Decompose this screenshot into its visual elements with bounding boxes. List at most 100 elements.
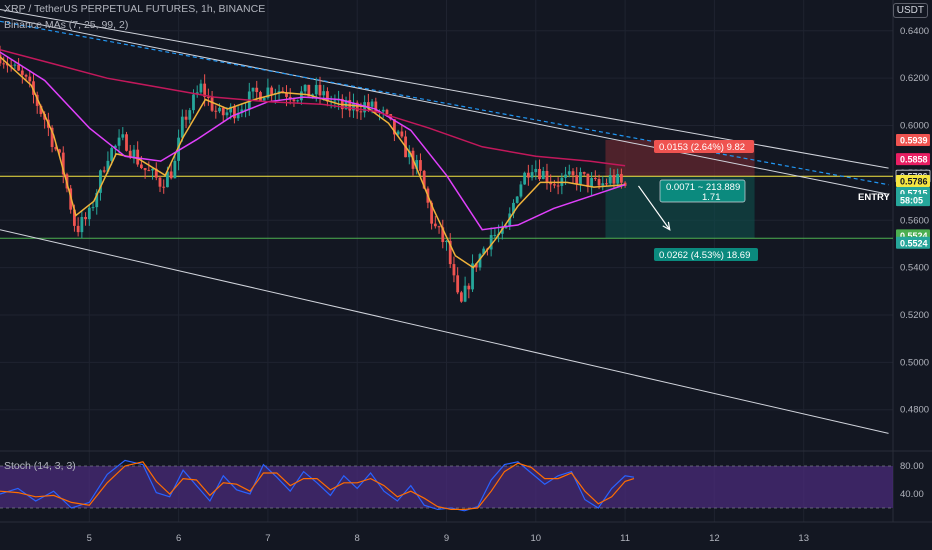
price-tag-label: 0.5858 xyxy=(900,155,928,165)
price-tick-label: 0.6400 xyxy=(900,26,929,37)
candle-body xyxy=(385,109,389,115)
candle-body xyxy=(314,84,318,95)
candle-body xyxy=(39,105,43,114)
candle-body xyxy=(91,207,95,209)
candle-body xyxy=(448,240,452,265)
candle-body xyxy=(32,81,35,95)
candle-body xyxy=(270,87,274,95)
candle-body xyxy=(415,160,419,169)
candle-body xyxy=(482,248,486,255)
price-tag-label: 0.5524 xyxy=(900,231,928,241)
candle-body xyxy=(623,182,627,186)
candle-body xyxy=(545,170,549,183)
position-box-bg xyxy=(659,179,746,203)
candle-body xyxy=(616,174,620,184)
candle-body xyxy=(110,148,114,161)
candle-body xyxy=(125,134,128,151)
candle-body xyxy=(173,160,177,179)
price-tag-label: 0.5939 xyxy=(900,135,928,145)
reward-box-bg xyxy=(654,248,758,261)
price-tick-label: 0.6200 xyxy=(900,73,929,84)
candle-body xyxy=(210,97,214,111)
candle-body xyxy=(99,170,102,193)
candle-body xyxy=(102,170,106,172)
candle-body xyxy=(162,186,166,188)
moving-average-line xyxy=(0,48,626,167)
currency-button[interactable]: USDT xyxy=(892,3,928,18)
candle-body xyxy=(575,175,579,185)
candle-body xyxy=(251,87,255,92)
candle-body xyxy=(534,168,538,173)
candle-body xyxy=(166,171,169,188)
price-tick-label: 0.6000 xyxy=(900,121,929,132)
time-tick-label: 9 xyxy=(444,533,449,544)
candle-body xyxy=(233,106,236,119)
candle-body xyxy=(359,111,363,113)
candle-body xyxy=(169,171,173,179)
candle-body xyxy=(154,168,158,178)
price-tick-label: 0.5200 xyxy=(900,310,929,321)
price-tag: 0.5858 xyxy=(896,153,930,166)
price-tag-label: 0.5524 xyxy=(900,238,928,248)
candle-body xyxy=(292,99,296,102)
candle-body xyxy=(221,107,225,116)
candle-body xyxy=(538,168,541,180)
time-tick-label: 12 xyxy=(709,533,720,544)
candle-body xyxy=(326,91,329,102)
candle-body xyxy=(366,102,370,107)
candle-body xyxy=(158,177,162,187)
candle-body xyxy=(87,207,91,220)
candle-body xyxy=(612,175,616,184)
risk-box: 0.0153 (2.64%) 9.82 xyxy=(654,140,754,153)
candle-body xyxy=(76,225,80,233)
candle-body xyxy=(73,209,76,226)
reward-box: 0.0262 (4.53%) 18.69 xyxy=(654,248,758,261)
price-tag-label: 0.5715 xyxy=(900,189,928,199)
risk-box-bg xyxy=(654,140,754,153)
candle-body xyxy=(188,110,192,120)
candle-body xyxy=(474,263,478,268)
candle-body xyxy=(564,174,567,178)
candle-body xyxy=(0,54,2,64)
candle-body xyxy=(24,74,28,77)
time-tick-label: 5 xyxy=(87,533,92,544)
candle-body xyxy=(467,285,471,290)
candle-body xyxy=(363,102,367,113)
candle-body xyxy=(240,109,244,114)
candle-body xyxy=(333,100,337,102)
moving-average-line xyxy=(0,56,626,269)
candle-body xyxy=(549,182,553,185)
price-tag-bg xyxy=(896,153,930,166)
time-tick-label: 13 xyxy=(798,533,809,544)
candle-body xyxy=(407,150,411,158)
price-tag-label: 0.5786 xyxy=(900,176,928,186)
candle-body xyxy=(61,152,65,175)
candle-body xyxy=(352,102,355,111)
candle-body xyxy=(519,184,523,197)
candle-body xyxy=(28,76,32,82)
candle-body xyxy=(80,216,84,233)
ma-legend: Binance MAs (7, 25, 99, 2) xyxy=(4,19,129,31)
candle-body xyxy=(452,264,456,276)
candle-body xyxy=(132,149,136,157)
candle-body xyxy=(355,102,359,112)
price-tag: 58:05 xyxy=(896,194,930,207)
candle-body xyxy=(396,131,400,135)
candle-body xyxy=(218,107,221,112)
candle-body xyxy=(128,150,132,157)
dashed-channel-trendline xyxy=(0,20,889,186)
candle-body xyxy=(381,109,385,112)
candle-body xyxy=(430,202,434,224)
price-tag-label: 58:05 xyxy=(900,196,923,206)
candle-body xyxy=(456,275,460,293)
candle-body xyxy=(136,149,140,165)
candle-body xyxy=(139,164,143,169)
candle-body xyxy=(541,170,545,180)
stoch-band xyxy=(0,466,893,508)
candle-body xyxy=(471,263,474,290)
candle-body xyxy=(605,183,608,185)
candle-body xyxy=(225,112,229,116)
candle-body xyxy=(299,91,303,101)
candle-body xyxy=(106,160,110,172)
